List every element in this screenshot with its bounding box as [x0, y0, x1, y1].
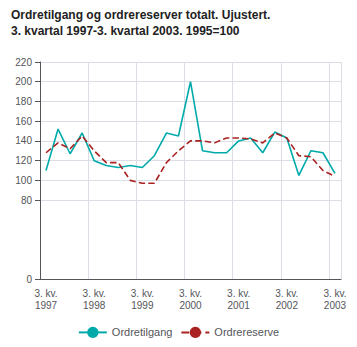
svg-text:3. kv.: 3. kv.	[323, 288, 346, 299]
svg-text:1997: 1997	[35, 300, 58, 311]
svg-text:Ordretilgang: Ordretilgang	[112, 326, 173, 338]
svg-text:3. kv.: 3. kv.	[83, 288, 106, 299]
svg-text:3. kv.: 3. kv.	[227, 288, 250, 299]
svg-text:1999: 1999	[131, 300, 154, 311]
svg-text:3. kv.: 3. kv.	[275, 288, 298, 299]
svg-text:2002: 2002	[276, 300, 299, 311]
svg-text:3. kv.: 3. kv.	[34, 288, 57, 299]
svg-text:0: 0	[26, 274, 32, 285]
svg-text:Ordretilgang og ordrereserver: Ordretilgang og ordrereserver totalt. Uj…	[11, 8, 270, 22]
svg-text:140: 140	[15, 135, 32, 146]
svg-text:2003: 2003	[324, 300, 347, 311]
svg-text:80: 80	[21, 195, 33, 206]
svg-text:2001: 2001	[228, 300, 251, 311]
svg-text:180: 180	[15, 96, 32, 107]
svg-text:3. kvartal 1997-3. kvartal 200: 3. kvartal 1997-3. kvartal 2003. 1995=10…	[11, 24, 240, 38]
svg-text:3. kv.: 3. kv.	[179, 288, 202, 299]
svg-text:160: 160	[15, 116, 32, 127]
svg-text:1998: 1998	[83, 300, 106, 311]
svg-text:120: 120	[15, 155, 32, 166]
svg-text:200: 200	[15, 76, 32, 87]
svg-text:2000: 2000	[179, 300, 202, 311]
svg-text:220: 220	[15, 57, 32, 68]
svg-text:Ordrereserve: Ordrereserve	[214, 326, 279, 338]
svg-text:3. kv.: 3. kv.	[131, 288, 154, 299]
svg-text:100: 100	[15, 175, 32, 186]
